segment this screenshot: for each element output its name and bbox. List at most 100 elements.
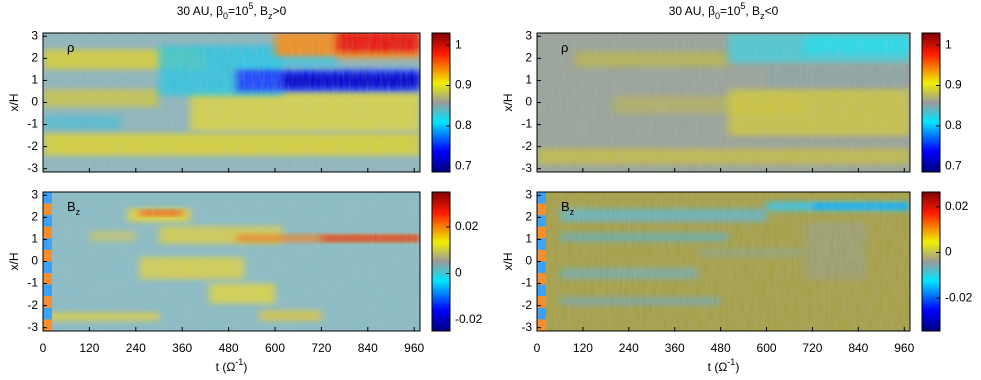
title-part: >0 [273, 4, 287, 18]
label-part: z [570, 207, 575, 217]
x-tick-label: 840 [358, 341, 378, 355]
x-tick-label: 360 [172, 341, 192, 355]
y-axis-label: x/H [501, 253, 515, 271]
y-tick-label: -2 [27, 139, 38, 153]
colorbar-tick-label: 0 [455, 266, 462, 280]
x-tick-label: 600 [265, 341, 285, 355]
x-tick-label: 120 [573, 341, 593, 355]
title-part: 30 AU, β [669, 4, 715, 18]
y-axis-label: x/H [7, 94, 21, 112]
x-tick-label: 960 [894, 341, 914, 355]
title-part: 5 [740, 1, 745, 11]
x-tick-label: 360 [665, 341, 685, 355]
y-tick-label: -1 [521, 117, 532, 131]
colorbar-tick-label: 0.02 [455, 219, 479, 233]
colorbar-tick-label: 0.9 [945, 78, 962, 92]
y-tick-label: -3 [521, 320, 532, 334]
label-part: z [76, 207, 81, 217]
colorbar [921, 32, 941, 173]
x-tick-label: 0 [534, 341, 541, 355]
y-tick-label: -3 [27, 320, 38, 334]
field-texture [43, 192, 420, 331]
field-texture [537, 192, 910, 331]
y-tick-label: 3 [525, 187, 532, 201]
panel-label: Bz [561, 199, 575, 217]
colorbar-tick-label: 1 [945, 37, 952, 51]
x-axis-label: t (Ω-1) [216, 357, 248, 374]
title-part: z [268, 11, 273, 21]
y-tick-label: -1 [27, 117, 38, 131]
heatmap [43, 192, 420, 331]
xlabel-part: t (Ω [708, 360, 728, 374]
colorbar-tick-label: 0.8 [945, 118, 962, 132]
xlabel-part: ) [243, 360, 247, 374]
y-tick-label: 1 [31, 73, 38, 87]
title-part: , B [745, 4, 760, 18]
x-tick-label: 600 [757, 341, 777, 355]
colorbar-tick-label: 0.8 [455, 118, 472, 132]
colorbar-tick-label: -0.02 [455, 312, 483, 326]
heatmap [537, 33, 910, 172]
colorbar [921, 191, 941, 332]
xlabel-part: ) [735, 360, 739, 374]
y-tick-label: -3 [27, 161, 38, 175]
y-tick-label: 0 [31, 254, 38, 268]
colorbar-tick-label: 0.9 [455, 78, 472, 92]
title-part: <0 [765, 4, 779, 18]
title-part: 30 AU, β [177, 4, 223, 18]
colorbar [431, 191, 451, 332]
x-tick-label: 840 [848, 341, 868, 355]
colorbar-tick-label: 1 [455, 37, 462, 51]
y-tick-label: 0 [525, 95, 532, 109]
y-tick-label: 1 [31, 232, 38, 246]
x-tick-label: 960 [404, 341, 424, 355]
label-part: ρ [561, 40, 568, 55]
colorbar-tick-label: 0.02 [945, 199, 969, 213]
label-part: B [67, 199, 76, 214]
y-tick-label: 3 [31, 28, 38, 42]
colorbar-tick-label: 0.7 [455, 159, 472, 173]
x-tick-label: 720 [802, 341, 822, 355]
y-tick-label: 2 [31, 210, 38, 224]
y-tick-label: 1 [525, 232, 532, 246]
x-tick-label: 480 [219, 341, 239, 355]
colorbar-tick-label: 0.7 [945, 159, 962, 173]
y-tick-label: -2 [27, 298, 38, 312]
y-tick-label: -3 [521, 161, 532, 175]
colorbar-tick-label: 0 [945, 245, 952, 259]
label-part: B [561, 199, 570, 214]
y-axis-label: x/H [7, 253, 21, 271]
field-texture [43, 33, 420, 172]
x-tick-label: 120 [79, 341, 99, 355]
y-tick-label: 1 [525, 73, 532, 87]
x-tick-label: 480 [711, 341, 731, 355]
x-tick-label: 0 [40, 341, 47, 355]
title-part: 0 [715, 11, 720, 21]
heatmap [537, 192, 910, 331]
y-tick-label: -1 [521, 276, 532, 290]
title-part: 5 [248, 1, 253, 11]
panel-label: ρ [67, 40, 74, 55]
x-tick-label: 240 [126, 341, 146, 355]
xlabel-part: t (Ω [216, 360, 236, 374]
y-tick-label: 3 [525, 28, 532, 42]
y-tick-label: -2 [521, 139, 532, 153]
xlabel-part: -1 [235, 357, 243, 367]
label-part: ρ [67, 40, 74, 55]
y-tick-label: 2 [525, 210, 532, 224]
x-tick-label: 240 [619, 341, 639, 355]
x-tick-label: 720 [311, 341, 331, 355]
panel-label: ρ [561, 40, 568, 55]
y-tick-label: 2 [525, 51, 532, 65]
y-tick-label: -2 [521, 298, 532, 312]
title-part: =10 [228, 4, 249, 18]
panel-title: 30 AU, β0=105, Bz<0 [669, 1, 779, 21]
panel-label: Bz [67, 199, 81, 217]
xlabel-part: -1 [727, 357, 735, 367]
y-tick-label: 3 [31, 187, 38, 201]
field-texture [537, 33, 910, 172]
y-tick-label: 0 [31, 95, 38, 109]
y-tick-label: 2 [31, 51, 38, 65]
y-axis-label: x/H [501, 94, 515, 112]
